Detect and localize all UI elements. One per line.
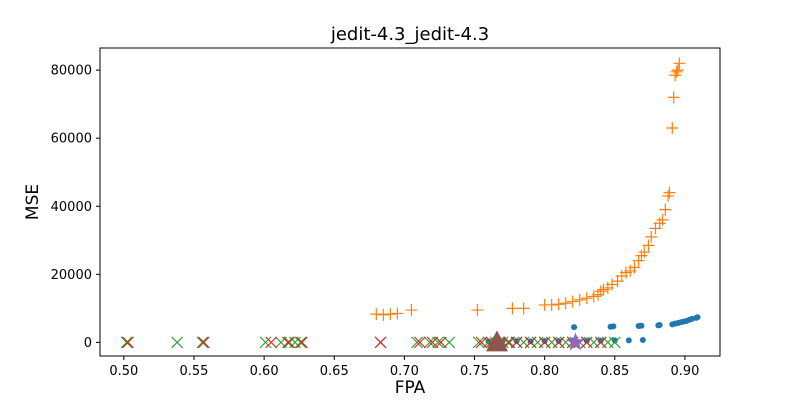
x-tick-label: 0.85: [600, 364, 629, 379]
y-tick-label: 60000: [51, 132, 92, 147]
data-point: [670, 65, 683, 78]
data-point: [506, 302, 519, 315]
data-point: [666, 121, 679, 134]
x-tick-label: 0.90: [670, 364, 699, 379]
y-tick-label: 40000: [51, 200, 92, 215]
data-point: [573, 293, 586, 306]
data-point: [411, 336, 423, 349]
data-point: [545, 298, 558, 311]
series-1: [370, 57, 686, 321]
data-point: [625, 337, 632, 344]
data-point: [608, 336, 621, 349]
data-point: [580, 336, 593, 349]
data-point: [667, 91, 680, 104]
data-point: [472, 336, 485, 349]
data-point: [282, 336, 294, 349]
data-point: [552, 298, 565, 311]
x-tick-label: 0.80: [530, 364, 559, 379]
data-point: [434, 336, 447, 349]
data-point: [659, 203, 672, 216]
data-point: [583, 337, 590, 344]
data-point: [413, 336, 426, 349]
chart-title: jedit-4.3_jedit-4.3: [330, 24, 489, 45]
data-point: [594, 285, 607, 298]
data-point: [475, 336, 488, 349]
data-point: [552, 336, 565, 349]
data-point: [171, 336, 184, 349]
data-point: [642, 239, 655, 252]
data-point: [471, 304, 484, 317]
data-point: [423, 336, 436, 349]
data-point: [694, 314, 701, 321]
data-point: [122, 336, 134, 349]
data-point: [610, 323, 617, 330]
data-point: [541, 338, 548, 345]
data-point: [443, 336, 456, 349]
data-point: [538, 336, 551, 349]
data-point: [663, 186, 676, 199]
series-3: [122, 336, 607, 349]
data-point: [639, 337, 646, 344]
data-point: [384, 308, 397, 321]
points-layer: [120, 57, 701, 352]
data-point: [197, 336, 210, 349]
data-point: [377, 308, 390, 321]
data-point: [566, 332, 586, 351]
data-point: [432, 336, 444, 349]
x-tick-label: 0.60: [250, 364, 279, 379]
data-point: [571, 324, 578, 331]
x-tick-label: 0.55: [180, 364, 209, 379]
data-point: [374, 336, 387, 349]
data-point: [370, 308, 383, 321]
data-point: [628, 261, 641, 274]
data-point: [527, 338, 534, 345]
data-point: [566, 295, 579, 308]
data-point: [656, 322, 663, 329]
data-point: [294, 336, 307, 349]
data-point: [611, 337, 618, 344]
y-tick-label: 20000: [51, 268, 92, 283]
data-point: [594, 336, 607, 349]
data-point: [656, 213, 669, 226]
x-tick-label: 0.75: [460, 364, 489, 379]
data-point: [524, 336, 537, 349]
plot-area: [100, 48, 720, 356]
series-4: [485, 330, 508, 352]
data-point: [391, 307, 404, 320]
data-point: [120, 336, 133, 349]
data-point: [517, 302, 530, 315]
data-point: [632, 254, 645, 267]
data-point: [671, 64, 684, 77]
x-tick-label: 0.50: [109, 364, 138, 379]
data-point: [405, 304, 418, 317]
data-point: [645, 230, 658, 243]
series-5: [566, 332, 586, 351]
data-point: [559, 297, 572, 310]
data-point: [196, 336, 209, 349]
y-tick-label: 80000: [51, 64, 92, 79]
x-tick-label: 0.70: [390, 364, 419, 379]
data-point: [283, 336, 296, 349]
data-point: [259, 336, 272, 349]
data-point: [580, 292, 593, 305]
data-point: [638, 246, 651, 259]
x-tick-label: 0.65: [320, 364, 349, 379]
x-axis-label: FPA: [395, 378, 426, 398]
data-point: [555, 338, 562, 345]
plot-frame: [99, 47, 721, 357]
data-point: [296, 336, 308, 349]
data-point: [510, 336, 523, 349]
data-point: [638, 322, 645, 329]
y-axis-label: MSE: [23, 184, 43, 220]
axes-layer: 0.50 0.55 0.60 0.65 0.70 0.75 0.80 0.85 0.90 0 200…: [51, 47, 721, 379]
y-tick-label: 0: [84, 336, 92, 351]
data-point: [265, 336, 278, 349]
data-point: [597, 337, 604, 344]
data-point: [673, 57, 686, 70]
series-0: [485, 314, 701, 345]
data-point: [513, 338, 520, 345]
data-point: [426, 336, 439, 349]
data-point: [485, 330, 508, 352]
